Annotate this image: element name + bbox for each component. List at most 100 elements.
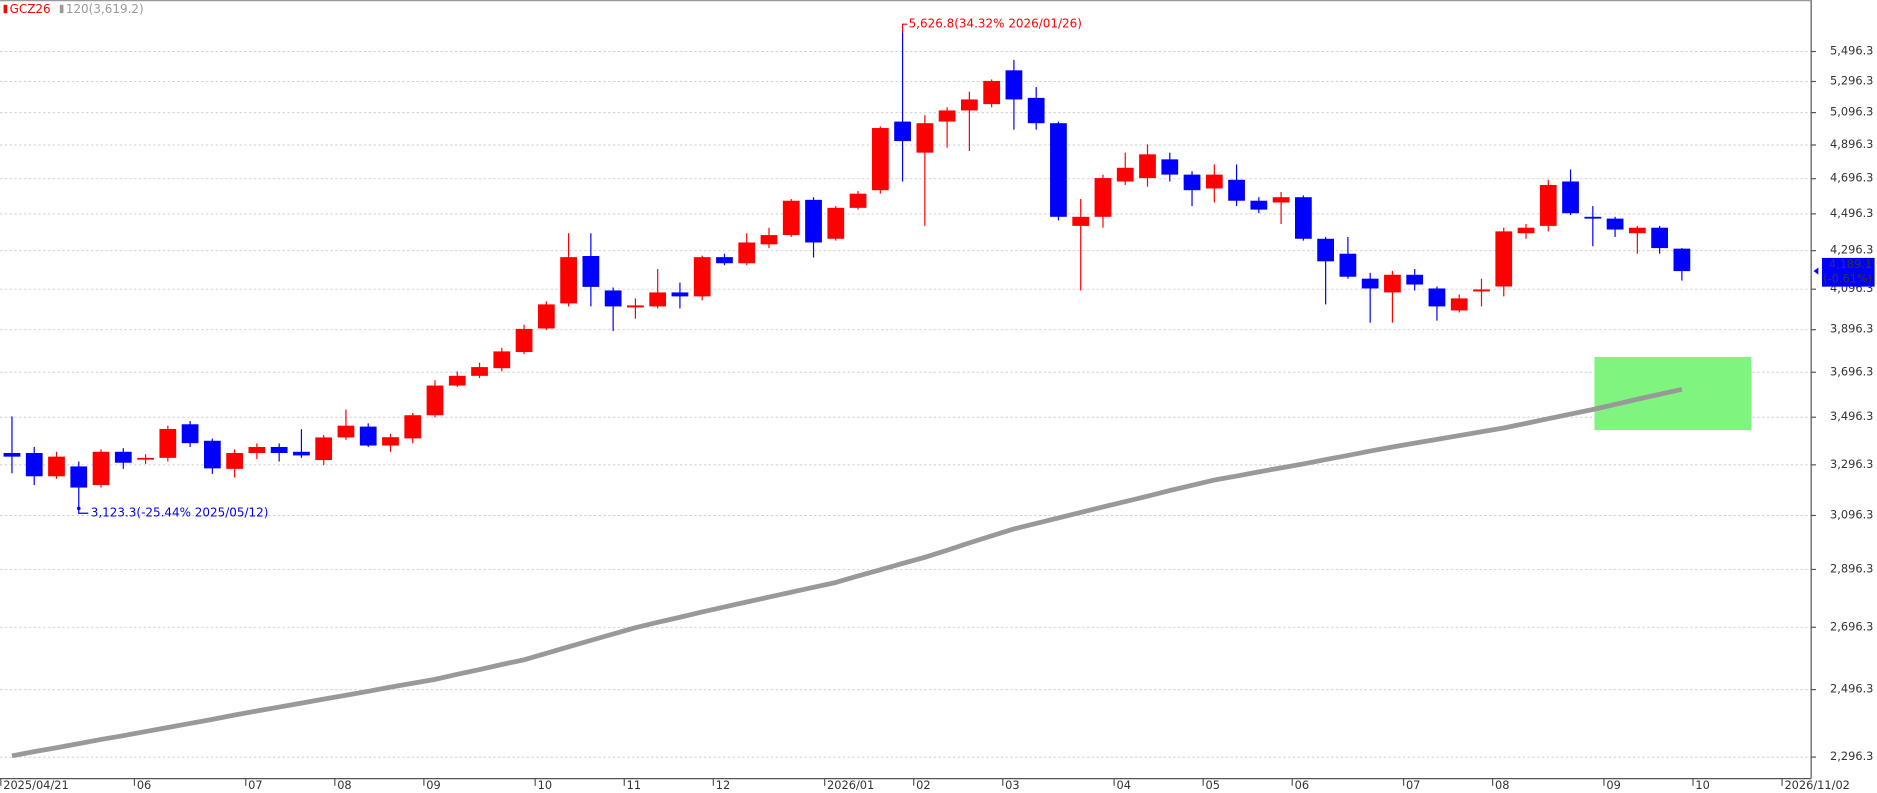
y-tick-label: 5,296.3 xyxy=(1830,73,1873,87)
high-annotation: 5,626.8(34.32% 2026/01/26) xyxy=(909,17,1082,31)
candle-body xyxy=(671,292,689,297)
candle-body xyxy=(1050,123,1067,217)
last-price-box xyxy=(1821,257,1875,287)
axis-layer: 2,296.3 2,496.3 2,696.3 2,896.3 3,096.3 3,296… xyxy=(0,44,1875,792)
y-tick-label: 4,696.3 xyxy=(1830,171,1873,185)
candle-body xyxy=(560,257,577,304)
candle-body xyxy=(226,453,244,469)
candle-body xyxy=(693,257,711,297)
candle-body xyxy=(448,375,466,386)
candle-body xyxy=(827,207,845,239)
y-tick-label: 3,696.3 xyxy=(1830,364,1873,378)
x-tick-label: 11 xyxy=(627,778,641,792)
candle-body xyxy=(582,256,600,287)
candle-body xyxy=(471,367,488,376)
candle-body xyxy=(1673,248,1691,272)
y-tick-label: 2,296.3 xyxy=(1830,749,1873,763)
candle-body xyxy=(1517,227,1535,234)
legend-label: 120(3,619.2) xyxy=(66,2,144,16)
y-tick-label: 3,896.3 xyxy=(1830,322,1873,336)
candle-body xyxy=(159,428,177,458)
candle-body xyxy=(871,128,889,191)
candle-body xyxy=(1228,179,1245,201)
candle-body xyxy=(1317,238,1335,262)
x-tick-label: 06 xyxy=(1295,778,1309,792)
candle-body xyxy=(181,424,199,444)
candle-body xyxy=(1161,159,1179,175)
candle-body xyxy=(738,242,756,264)
candle-body xyxy=(938,110,956,122)
y-tick-label: 2,696.3 xyxy=(1830,619,1873,633)
x-tick-label: 10 xyxy=(1695,778,1709,792)
candle-body xyxy=(849,193,867,208)
candle-body xyxy=(1005,70,1023,100)
candle-body xyxy=(1139,154,1156,179)
candle-body xyxy=(248,446,266,454)
x-tick-label: 04 xyxy=(1117,778,1131,792)
candle-body xyxy=(1361,278,1379,289)
candle-body xyxy=(137,457,154,460)
x-tick-label: 10 xyxy=(538,778,552,792)
candle-body xyxy=(293,451,310,456)
candle-body xyxy=(1606,218,1624,230)
candle-body xyxy=(1628,227,1646,234)
candle-body xyxy=(961,99,978,111)
candle-body xyxy=(359,426,377,446)
y-tick-label: 3,096.3 xyxy=(1830,507,1873,521)
plot-layer: 5,626.8(34.32% 2026/01/26) 3,123.3(-25.44… xyxy=(3,17,1691,759)
candle-body xyxy=(1294,197,1312,239)
candle-body xyxy=(493,351,511,369)
candle-body xyxy=(1495,231,1513,287)
x-tick-label: 08 xyxy=(1495,778,1509,792)
x-tick-label: 02 xyxy=(916,778,930,792)
candle-body xyxy=(604,290,622,307)
x-tick-label: 2026/11/02 xyxy=(1784,778,1849,792)
candle-body xyxy=(270,446,288,454)
candle-body xyxy=(716,257,733,264)
candle-body xyxy=(3,453,21,457)
y-tick-label: 2,896.3 xyxy=(1830,561,1873,575)
x-tick-label: 06 xyxy=(137,778,151,792)
candle-body xyxy=(537,304,555,329)
candle-body xyxy=(805,199,822,243)
candle-body xyxy=(1116,167,1134,182)
low-pointer xyxy=(78,508,89,514)
legend: GCZ26 120(3,619.2) xyxy=(3,2,144,16)
candle-body xyxy=(1027,97,1045,124)
x-tick-label: 07 xyxy=(1406,778,1420,792)
y-tick-label: 4,296.3 xyxy=(1830,243,1873,257)
candle-body xyxy=(649,292,667,307)
y-tick-label: 4,896.3 xyxy=(1830,137,1873,151)
candle-body xyxy=(1384,274,1401,293)
candle-body xyxy=(203,440,221,469)
candle-body xyxy=(315,437,333,461)
x-tick-label: 12 xyxy=(716,778,730,792)
candle-body xyxy=(48,456,65,477)
candle-body xyxy=(1205,174,1223,189)
candle-body xyxy=(894,121,911,142)
x-tick-label: 09 xyxy=(426,778,440,792)
candle-body xyxy=(1473,289,1490,292)
candle-body xyxy=(916,123,934,153)
legend-swatch xyxy=(3,4,8,14)
candle-body xyxy=(1428,288,1446,307)
candle-body xyxy=(404,415,422,439)
candle-body xyxy=(1584,216,1602,219)
legend-label: GCZ26 xyxy=(10,2,51,16)
candle-body xyxy=(25,453,43,477)
candle-body xyxy=(983,80,1001,105)
last-price-marker xyxy=(1813,267,1819,275)
candle-body xyxy=(92,451,110,486)
x-tick-label: 2025/04/21 xyxy=(3,778,68,792)
y-tick-label: 4,496.3 xyxy=(1830,206,1873,220)
candle-body xyxy=(70,466,88,488)
candle-body xyxy=(1539,184,1557,226)
candle-body xyxy=(782,200,800,236)
candle-body xyxy=(1450,298,1468,311)
y-tick-label: 5,496.3 xyxy=(1830,44,1873,58)
x-tick-label: 05 xyxy=(1206,778,1220,792)
candle-body xyxy=(1183,174,1201,191)
